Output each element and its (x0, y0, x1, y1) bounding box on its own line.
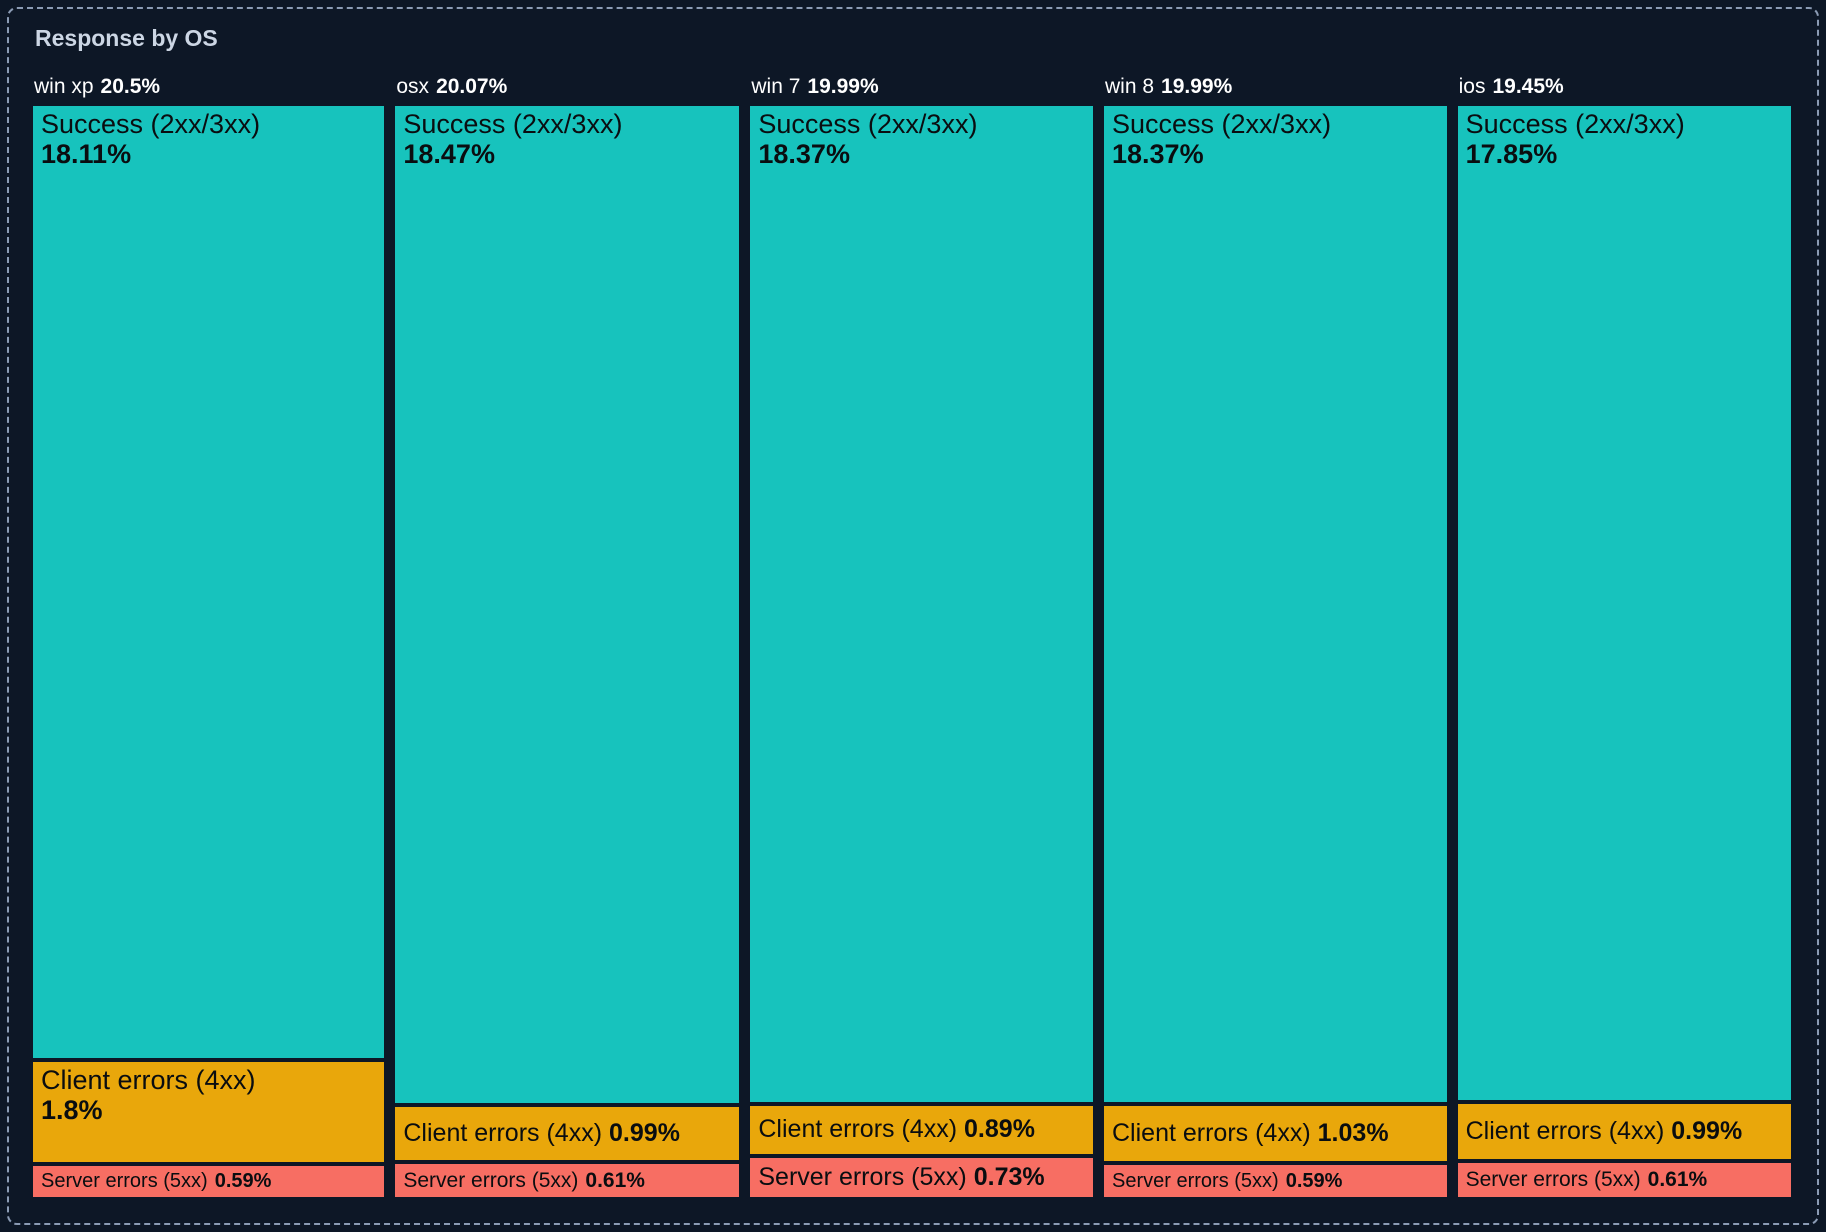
cell-label: Client errors (4xx) (1465, 1117, 1665, 1146)
cell-value: 0.89% (964, 1115, 1035, 1144)
cell-value: 18.37% (1112, 138, 1204, 169)
treemap-chart: win xp 20.5% Success (2xx/3xx) 18.11% Client… (33, 63, 1791, 1198)
treemap-cell-success-ios[interactable]: Success (2xx/3xx) 17.85% (1457, 105, 1791, 1101)
treemap-cell-client-errors-win-8[interactable]: Client errors (4xx) 1.03% (1104, 1105, 1447, 1162)
treemap-cell-server-errors-ios[interactable]: Server errors (5xx) 0.61% (1457, 1163, 1791, 1198)
column-header-label: ios (1458, 74, 1486, 98)
cell-value: 18.47% (403, 138, 495, 169)
panel-title: Response by OS (35, 25, 218, 51)
treemap-cell-success-osx[interactable]: Success (2xx/3xx) 18.47% (395, 105, 740, 1104)
cell-value: 0.99% (609, 1119, 680, 1148)
column-header-label: win 8 (1105, 74, 1155, 98)
cell-label: Success (2xx/3xx) (1465, 108, 1685, 139)
treemap-cell-client-errors-osx[interactable]: Client errors (4xx) 0.99% (395, 1107, 740, 1161)
column-cells: Success (2xx/3xx) 18.11% Client errors (4x… (33, 105, 385, 1197)
cell-label: Success (2xx/3xx) (758, 108, 978, 139)
cell-label: Success (2xx/3xx) (403, 108, 623, 139)
cell-label: Success (2xx/3xx) (41, 108, 261, 139)
column-header-ios: ios 19.45% (1458, 63, 1791, 106)
treemap-column-win-xp: win xp 20.5% Success (2xx/3xx) 18.11% Client… (33, 63, 385, 1197)
cell-label: Client errors (4xx) (41, 1065, 256, 1096)
cell-label: Client errors (4xx) (1112, 1118, 1311, 1147)
cell-label: Client errors (4xx) (403, 1119, 603, 1148)
treemap-column-win-7: win 7 19.99% Success (2xx/3xx) 18.37% Client… (750, 63, 1093, 1197)
treemap-cell-server-errors-win-8[interactable]: Server errors (5xx) 0.59% (1104, 1165, 1447, 1197)
treemap-cell-client-errors-win-7[interactable]: Client errors (4xx) 0.89% (750, 1105, 1093, 1154)
cell-label: Server errors (5xx) (1112, 1169, 1279, 1192)
cell-value: 17.85% (1465, 138, 1558, 169)
column-header-label: win xp (34, 74, 94, 98)
column-header-label: osx (396, 74, 430, 98)
cell-value: 18.37% (758, 138, 850, 169)
cell-label: Server errors (5xx) (403, 1168, 579, 1192)
cell-value: 0.99% (1671, 1117, 1743, 1146)
treemap-cell-success-win-7[interactable]: Success (2xx/3xx) 18.37% (750, 105, 1093, 1102)
cell-label: Client errors (4xx) (758, 1115, 958, 1144)
column-header-value: 20.5% (100, 74, 161, 98)
column-cells: Success (2xx/3xx) 18.47% Client errors (4x… (395, 105, 740, 1197)
column-header-osx: osx 20.07% (395, 63, 739, 106)
cell-value: 0.61% (1647, 1168, 1708, 1192)
cell-value: 0.59% (214, 1170, 272, 1193)
column-header-win-7: win 7 19.99% (750, 63, 1093, 106)
treemap-column-ios: ios 19.45% Success (2xx/3xx) 17.85% Client e… (1457, 63, 1791, 1198)
treemap-cell-success-win-8[interactable]: Success (2xx/3xx) 18.37% (1104, 105, 1447, 1102)
treemap-panel: Response by OS win xp 20.5% Success (2xx/3… (7, 7, 1819, 1225)
column-header-value: 19.99% (1161, 74, 1233, 98)
treemap-cell-success-win-xp[interactable]: Success (2xx/3xx) 18.11% (33, 105, 385, 1059)
cell-label: Server errors (5xx) (41, 1170, 208, 1193)
cell-value: 0.73% (973, 1162, 1045, 1191)
cell-value: 0.59% (1285, 1169, 1343, 1192)
column-header-value: 20.07% (436, 74, 508, 98)
cell-value: 1.8% (41, 1095, 103, 1126)
cell-value: 18.11% (41, 138, 132, 169)
treemap-cell-server-errors-osx[interactable]: Server errors (5xx) 0.61% (395, 1164, 740, 1197)
column-header-value: 19.45% (1492, 74, 1564, 98)
column-header-value: 19.99% (807, 74, 879, 98)
treemap-cell-server-errors-win-xp[interactable]: Server errors (5xx) 0.59% (33, 1166, 385, 1197)
cell-label: Server errors (5xx) (1465, 1168, 1641, 1192)
cell-label: Server errors (5xx) (758, 1162, 967, 1191)
column-cells: Success (2xx/3xx) 18.37% Client errors (4x… (1104, 105, 1447, 1197)
treemap-cell-client-errors-ios[interactable]: Client errors (4xx) 0.99% (1457, 1104, 1791, 1160)
column-header-label: win 7 (751, 74, 801, 98)
column-header-win-8: win 8 19.99% (1104, 63, 1447, 106)
cell-value: 0.61% (585, 1168, 645, 1192)
treemap-column-osx: osx 20.07% Success (2xx/3xx) 18.47% Client e… (395, 63, 740, 1197)
column-cells: Success (2xx/3xx) 18.37% Client errors (4x… (750, 105, 1093, 1197)
treemap-cell-server-errors-win-7[interactable]: Server errors (5xx) 0.73% (750, 1157, 1093, 1197)
column-header-win-xp: win xp 20.5% (33, 63, 384, 106)
treemap-column-win-8: win 8 19.99% Success (2xx/3xx) 18.37% Client… (1104, 63, 1447, 1197)
cell-label: Success (2xx/3xx) (1112, 108, 1332, 139)
treemap-cell-client-errors-win-xp[interactable]: Client errors (4xx) 1.8% (33, 1062, 385, 1163)
column-cells: Success (2xx/3xx) 17.85% Client errors (4x… (1457, 105, 1791, 1198)
cell-value: 1.03% (1317, 1118, 1389, 1147)
